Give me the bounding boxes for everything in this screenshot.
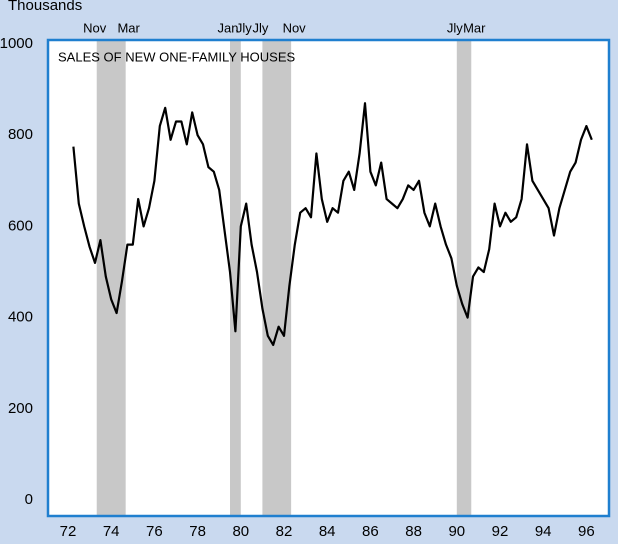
x-tick-label: 80 <box>232 523 249 540</box>
recession-end-label: Nov <box>283 20 307 35</box>
recession-end-label: Mar <box>463 20 486 35</box>
y-tick-label: 1000 <box>0 35 33 52</box>
recession-band <box>230 41 241 515</box>
y-tick-label: 800 <box>8 126 33 143</box>
chart-title: SALES OF NEW ONE-FAMILY HOUSES <box>58 49 296 64</box>
x-tick-label: 78 <box>189 523 206 540</box>
recession-start-label: Jly <box>252 20 268 35</box>
x-tick-label: 94 <box>535 523 552 540</box>
recession-start-label: Nov <box>83 20 107 35</box>
plot-area <box>48 40 609 516</box>
x-tick-label: 90 <box>448 523 465 540</box>
x-tick-label: 96 <box>578 523 595 540</box>
x-tick-label: 72 <box>60 523 77 540</box>
y-tick-label: 200 <box>8 400 33 417</box>
recession-start-label: Jan <box>218 20 239 35</box>
recession-end-label: Mar <box>117 20 140 35</box>
x-tick-label: 88 <box>405 523 422 540</box>
x-tick-label: 76 <box>146 523 163 540</box>
y-tick-label: 0 <box>25 491 33 508</box>
recession-start-label: Jly <box>447 20 463 35</box>
x-tick-label: 82 <box>276 523 293 540</box>
plot-border <box>46 38 611 518</box>
sales-line <box>72 102 593 347</box>
y-tick-label: 600 <box>8 217 33 234</box>
x-tick-label: 92 <box>492 523 509 540</box>
recession-band <box>262 41 292 515</box>
recession-end-label: Jly <box>236 20 252 35</box>
x-tick-label: 84 <box>319 523 336 540</box>
x-tick-label: 86 <box>362 523 379 540</box>
recession-band <box>456 41 472 515</box>
x-tick-label: 74 <box>103 523 120 540</box>
y-tick-label: 400 <box>8 309 33 326</box>
recession-band <box>96 41 126 515</box>
y-axis-label: Thousands <box>8 0 82 14</box>
